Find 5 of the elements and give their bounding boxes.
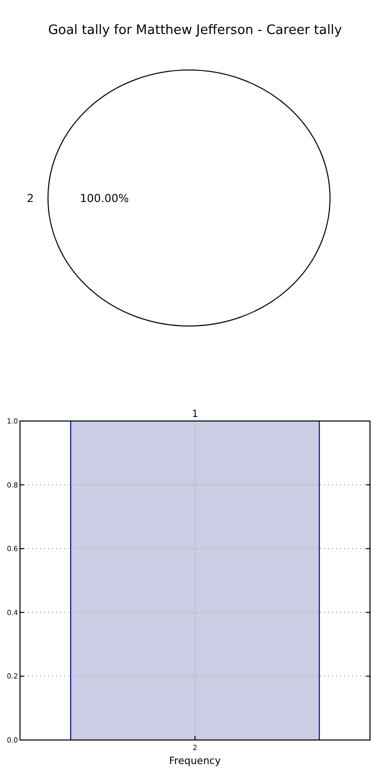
data-label: 100.00% (80, 192, 129, 205)
chart-title: Goal tally for Matthew Jefferson - Career tally (48, 23, 342, 38)
data-label: 1 (192, 409, 198, 420)
x-axis-title: Frequency (169, 756, 221, 767)
slice-label: 2 (26, 192, 34, 205)
